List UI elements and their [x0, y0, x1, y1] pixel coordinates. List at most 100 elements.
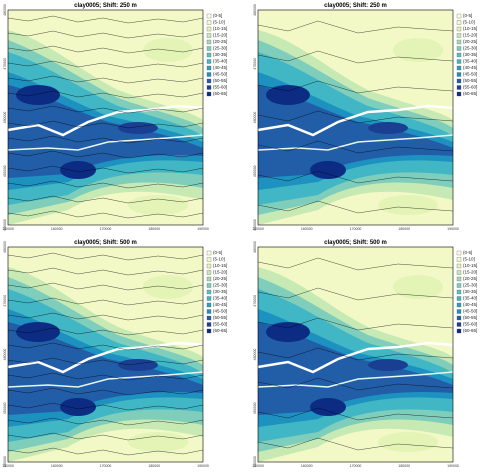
legend-swatch [456, 72, 462, 77]
legend-label: (35-40] [463, 59, 477, 64]
y-tick-label: 460000 [3, 112, 7, 124]
block-outline [7, 15, 204, 24]
block-outline [7, 282, 204, 291]
block-outline [257, 140, 454, 154]
x-tick-label: 160000 [51, 227, 63, 231]
legend-swatch [456, 250, 462, 256]
block-outline [7, 402, 204, 411]
legend-label: (60-65] [463, 328, 477, 333]
x-tick-label: 160000 [301, 464, 313, 467]
block-outline [257, 257, 454, 271]
legend-swatch [456, 13, 462, 19]
legend-label: (35-40] [213, 296, 227, 301]
legend-swatch [206, 283, 212, 288]
map-frame [7, 9, 204, 226]
legend-swatch [206, 276, 212, 282]
x-tick-label: 150000 [2, 464, 14, 467]
legend: (0-5](5-10](10-15](15-20](20-25](25-30](… [206, 13, 227, 97]
block-outline [7, 210, 204, 219]
y-tick-label: 480000 [253, 241, 257, 253]
legend-label: (50-55] [213, 315, 227, 320]
x-tick-label: 180000 [148, 464, 160, 467]
legend-swatch [206, 263, 212, 269]
legend-swatch [456, 46, 462, 51]
x-tick-label: 180000 [398, 227, 410, 231]
legend-swatch [206, 59, 212, 64]
block-outline [7, 75, 204, 84]
legend-label: (20-25] [213, 39, 227, 44]
y-tick-label: 460000 [253, 349, 257, 361]
map-frame [257, 246, 454, 463]
y-tick-label: 460000 [253, 112, 257, 124]
legend-swatch [456, 33, 462, 38]
block-outline [7, 327, 204, 336]
y-tick-label: 480000 [3, 241, 7, 253]
legend-label: (45-50] [213, 72, 227, 77]
map-panel: clay0005; Shift: 250 m 150000 160000 170000… [2, 3, 227, 231]
y-tick-label: 470000 [3, 295, 7, 307]
legend-label: (20-25] [463, 39, 477, 44]
y-tick-label: 470000 [253, 295, 257, 307]
legend-swatch [206, 296, 212, 301]
legend-swatch [206, 91, 212, 97]
block-outline [7, 417, 204, 426]
legend-label: (30-35] [213, 52, 227, 57]
map-raster [256, 245, 455, 464]
block-outline [257, 347, 454, 361]
legend-label: (15-20] [463, 270, 477, 275]
x-tick-label: 160000 [301, 227, 313, 231]
map-panel: clay0005; Shift: 250 m 150000 160000 170000… [252, 3, 477, 231]
x-tick-label: 170000 [350, 464, 362, 467]
x-tick-label: 190000 [447, 227, 459, 231]
legend-label: (15-20] [463, 33, 477, 38]
legend-label: (5-10] [463, 257, 475, 262]
legend-swatch [456, 78, 462, 84]
map-frame [257, 9, 454, 226]
map-raster [256, 8, 455, 227]
legend-swatch [206, 52, 212, 58]
block-outline [257, 80, 454, 94]
y-tick-label: 440000 [253, 456, 257, 467]
legend-swatch [456, 65, 462, 71]
block-outline [7, 30, 204, 39]
map-panel: clay0005; Shift: 500 m 150000 160000 170000… [2, 240, 227, 468]
y-tick-label: 440000 [3, 219, 7, 231]
block-outline [257, 200, 454, 214]
legend-swatch [206, 33, 212, 38]
block-outline [7, 195, 204, 204]
legend-label: (45-50] [213, 309, 227, 314]
legend-swatch [456, 328, 462, 334]
legend-label: (25-30] [213, 283, 227, 288]
panel-title: clay0005; Shift: 250 m [324, 3, 387, 9]
legend-label: (60-65] [463, 91, 477, 96]
block-outline [7, 297, 204, 306]
legend-swatch [456, 296, 462, 301]
legend-label: (60-65] [213, 328, 227, 333]
legend-label: (30-35] [463, 52, 477, 57]
legend-label: (25-30] [463, 283, 477, 288]
legend-label: (30-35] [213, 289, 227, 294]
x-tick-label: 190000 [447, 464, 459, 467]
block-outline [7, 252, 204, 261]
legend-label: (0-5] [463, 250, 472, 255]
legend-label: (50-55] [213, 78, 227, 83]
legend: (0-5](5-10](10-15](15-20](20-25](25-30](… [206, 250, 227, 333]
panel-title: clay0005; Shift: 500 m [324, 240, 387, 246]
x-tick-label: 150000 [2, 227, 14, 231]
legend-label: (15-20] [213, 270, 227, 275]
block-outline [7, 342, 204, 351]
y-tick-label: 480000 [3, 4, 7, 16]
legend-swatch [456, 91, 462, 97]
legend-swatch [206, 85, 212, 90]
legend-swatch [206, 322, 212, 327]
legend-label: (55-60] [463, 322, 477, 327]
block-outline [7, 387, 204, 396]
x-tick-label: 170000 [100, 227, 112, 231]
legend-label: (35-40] [463, 296, 477, 301]
legend-swatch [206, 65, 212, 71]
legend-swatch [206, 257, 212, 262]
block-outline [7, 432, 204, 441]
legend-swatch [456, 39, 462, 45]
legend-swatch [206, 289, 212, 295]
y-tick-label: 460000 [3, 349, 7, 361]
